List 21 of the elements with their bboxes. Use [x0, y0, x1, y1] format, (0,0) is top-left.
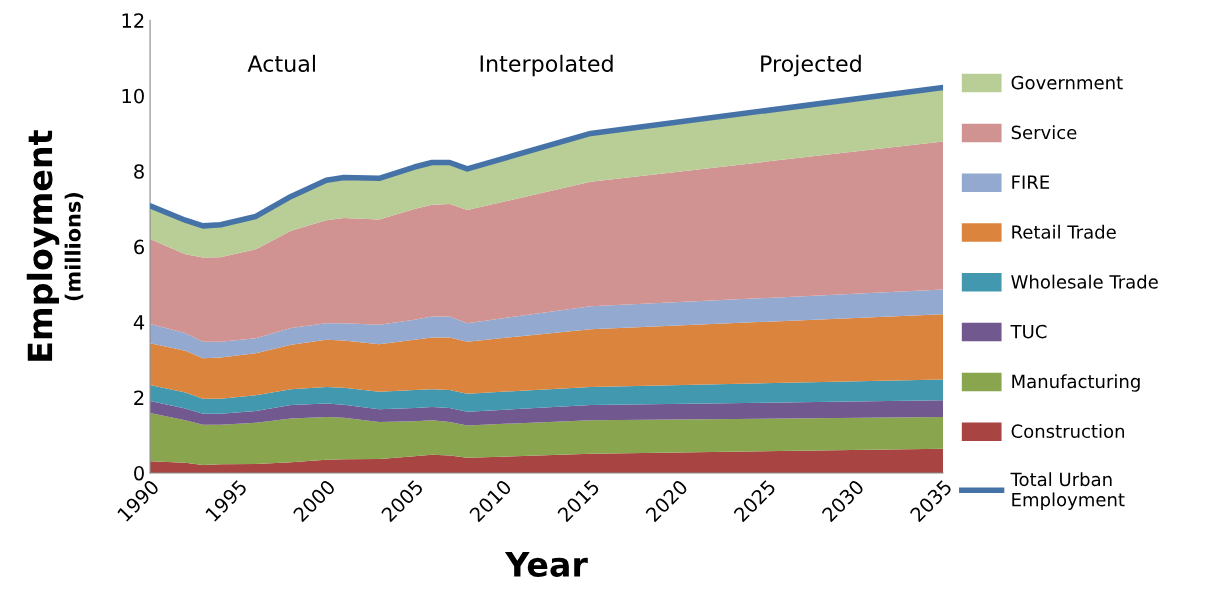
legend-label: TUC: [1010, 324, 1047, 339]
legend-label: Manufacturing: [1012, 374, 1140, 392]
y-tick-label: 8: [134, 164, 144, 179]
annotation: Actual: [247, 54, 315, 73]
y-axis-title: Employment (millions): [26, 130, 84, 361]
legend-label: Total Urban Employment: [1010, 472, 1125, 510]
legend-label: Wholesale Trade: [1011, 274, 1158, 289]
legend-label: Service: [1011, 125, 1077, 140]
legend-label: Construction: [1011, 424, 1124, 439]
y-tick-label: 2: [134, 390, 144, 405]
legend-label: Retail Trade: [1012, 224, 1116, 239]
y-tick-label: 10: [122, 88, 144, 104]
y-tick-label: 4: [133, 315, 145, 330]
y-tick-label: 12: [122, 13, 144, 28]
y-tick-label: 0: [134, 465, 144, 481]
legend-label: Government: [1011, 75, 1123, 90]
annotation: Projected: [761, 54, 861, 77]
y-tick-label: 6: [134, 239, 144, 255]
annotation: Interpolated: [480, 54, 613, 77]
legend-label: FIRE: [1012, 175, 1050, 189]
x-axis-title: Year: [504, 552, 588, 577]
